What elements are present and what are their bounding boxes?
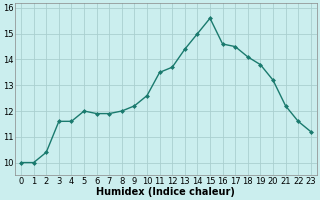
X-axis label: Humidex (Indice chaleur): Humidex (Indice chaleur) (97, 187, 236, 197)
